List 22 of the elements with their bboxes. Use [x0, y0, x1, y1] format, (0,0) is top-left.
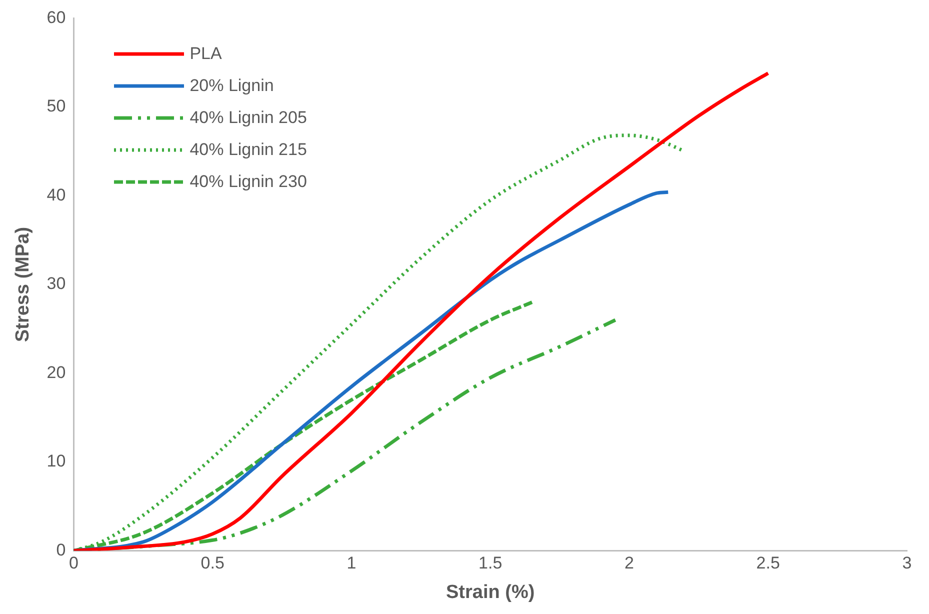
y-axis-title: Stress (MPa) — [12, 226, 34, 342]
x-tick-label: 1.5 — [478, 554, 502, 573]
legend-label: 40% Lignin 205 — [190, 108, 307, 128]
x-tick-label: 0 — [68, 554, 78, 573]
x-axis-title: Strain (%) — [446, 582, 535, 603]
x-tick-label: 2.5 — [756, 554, 780, 573]
y-tick-label: 60 — [46, 8, 66, 27]
y-tick-label: 40 — [46, 185, 66, 204]
y-tick-label: 50 — [46, 96, 66, 116]
y-tick-label: 0 — [56, 540, 66, 560]
y-tick-label: 20 — [46, 362, 66, 382]
y-tick-label: 30 — [46, 274, 66, 294]
x-tick-label: 1 — [346, 554, 356, 573]
line-series — [74, 71, 770, 551]
legend-label: 40% Lignin 215 — [190, 140, 307, 160]
y-tick-label: 10 — [46, 452, 66, 471]
legend-label: 40% Lignin 230 — [190, 172, 307, 192]
x-tick-label: 2 — [624, 554, 634, 573]
x-tick-label: 3 — [902, 554, 912, 573]
legend-label: 20% Lignin — [190, 76, 274, 96]
x-tick-label: 0.5 — [200, 554, 224, 573]
legend-label: PLA — [190, 44, 222, 64]
